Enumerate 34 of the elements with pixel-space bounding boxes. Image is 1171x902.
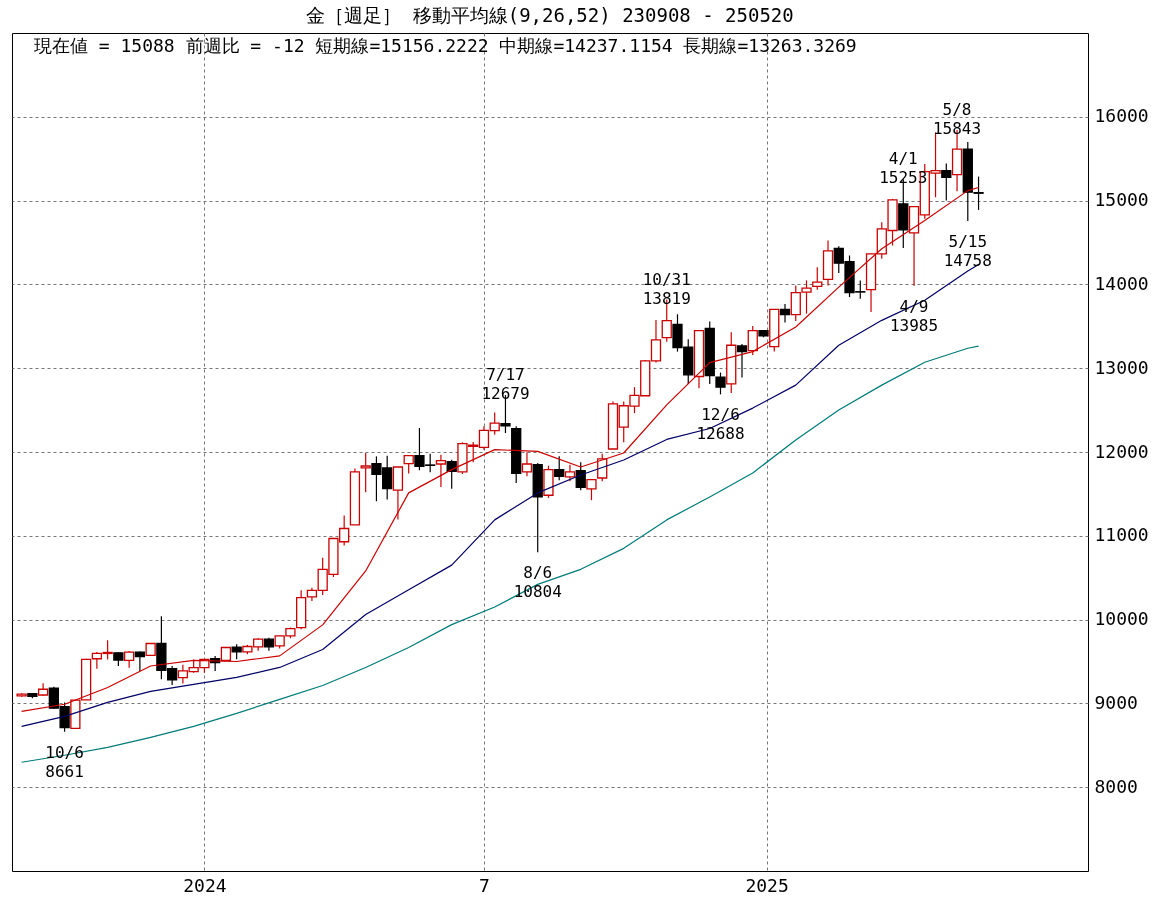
annotation: 5/15 14758 [943,231,992,270]
annotation: 7/17 12679 [481,365,530,404]
candlestick [736,343,748,379]
candlestick [392,466,404,521]
chart-subtitle: 現在値 = 15088 前週比 = -12 短期線=15156.2222 中期線=14237.1154 長期線=13263.3269 [34,35,857,56]
candlestick [575,461,586,491]
y-tick-label: 13000 [1094,356,1149,378]
candlestick [715,371,726,395]
x-tick-label: 7 [479,874,490,896]
candlestick [134,650,146,672]
candlestick [779,303,791,324]
line-series [21,345,980,763]
candlestick [554,455,565,481]
y-tick-label: 15000 [1094,189,1149,211]
y-tick-label: 12000 [1094,440,1149,462]
y-tick-label: 10000 [1094,608,1149,630]
annotation: 5/8 15843 [932,99,982,138]
x-tick-label: 2024 [183,874,227,896]
y-tick-label: 9000 [1094,691,1138,713]
candlestick [812,266,823,291]
y-tick-label: 16000 [1094,105,1149,127]
y-tick-label: 8000 [1094,775,1138,797]
candlestick [586,478,597,501]
annotation: 10/31 13819 [642,269,691,308]
x-tick-label: 2025 [745,874,789,896]
chart-title: 金［週足］ 移動平均線(9,26,52) 230908 - 250520 [306,4,794,26]
candlestick [941,162,952,202]
annotation: 12/6 12688 [696,405,745,444]
y-tick-label: 14000 [1094,272,1149,294]
candlestick [435,454,447,488]
candlestick [521,451,533,477]
candlestick [747,325,758,356]
y-tick-label: 11000 [1094,524,1149,546]
candlestick [360,452,371,493]
